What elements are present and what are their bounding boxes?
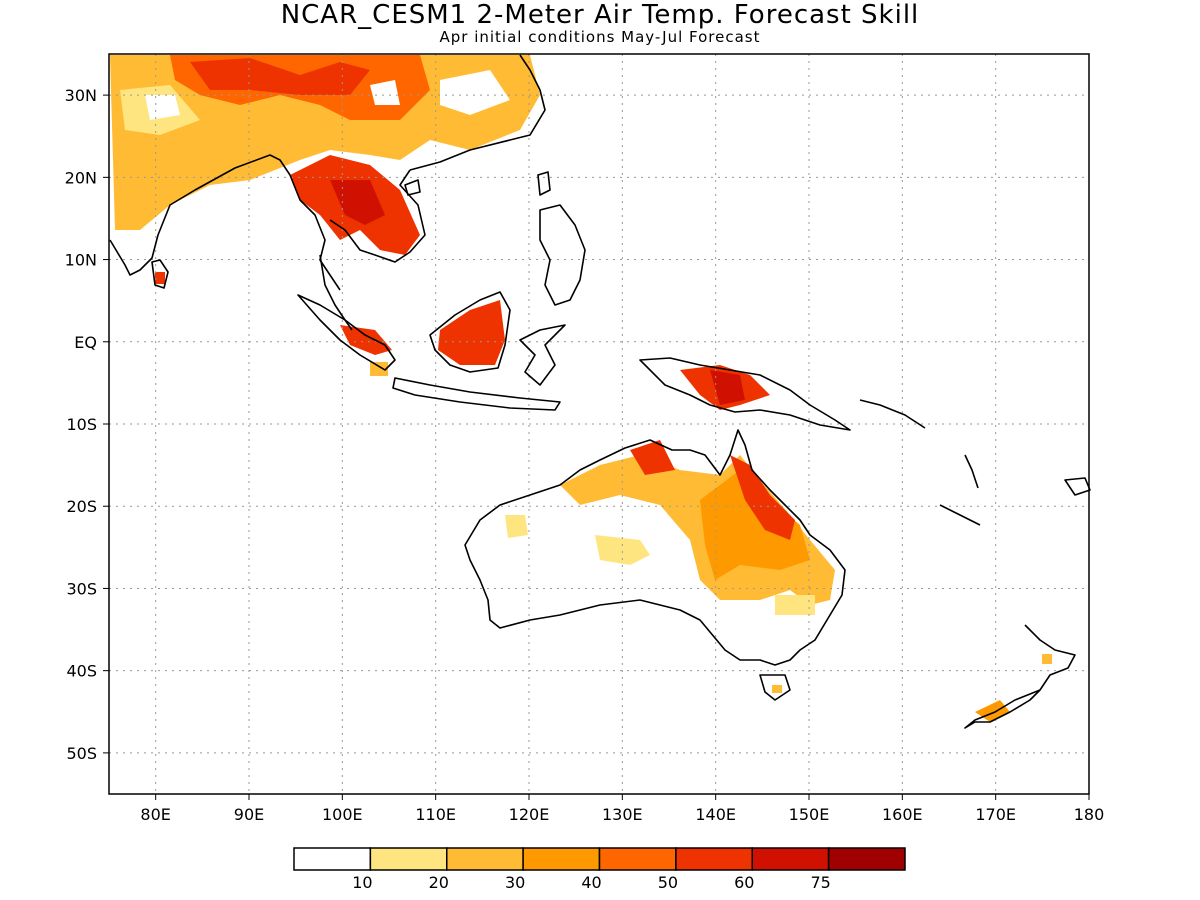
lat-tick-label: 40S xyxy=(66,662,97,681)
coastline-sumatra xyxy=(297,294,396,371)
legend-label: 30 xyxy=(505,873,525,892)
legend-swatch xyxy=(522,847,601,871)
legend-label: 20 xyxy=(429,873,449,892)
legend-swatch xyxy=(369,847,448,871)
coastlines xyxy=(109,54,1091,729)
skill-region-tasmania xyxy=(772,685,782,693)
legend-swatch xyxy=(446,847,524,871)
chart-title: NCAR_CESM1 2-Meter Air Temp. Forecast Sk… xyxy=(280,0,920,30)
lat-tick-label: 10N xyxy=(65,251,97,270)
legend-swatch xyxy=(675,847,753,871)
skill-region-indochina-core xyxy=(330,180,385,225)
lat-tick-label: 20N xyxy=(65,168,97,187)
skill-region-asia-white3 xyxy=(370,80,400,105)
skill-region-asia-white1 xyxy=(145,95,180,120)
coastline-australia xyxy=(464,429,846,666)
lon-tick-label: 140E xyxy=(695,805,736,824)
coastline-srilanka xyxy=(151,259,169,289)
chart-subtitle: Apr initial conditions May-Jul Forecast xyxy=(439,28,761,46)
skill-shading xyxy=(110,55,1052,722)
skill-region-srilanka xyxy=(155,272,165,284)
skill-region-sumatra xyxy=(340,325,392,355)
lon-tick-label: 100E xyxy=(322,805,363,824)
coastline-philippines xyxy=(539,204,586,306)
legend-label: 75 xyxy=(810,873,830,892)
lat-tick-label: 20S xyxy=(66,497,97,516)
coastline-tasmania xyxy=(759,674,791,701)
lat-tick-label: 30N xyxy=(65,86,97,105)
coastline-nz-north xyxy=(1024,624,1076,691)
coastline-nz-south xyxy=(964,689,1041,729)
skill-region-aus-hot xyxy=(730,455,795,540)
color-legend: 10 20 30 40 50 60 75 xyxy=(293,847,906,892)
lon-tick-label: 170E xyxy=(975,805,1016,824)
legend-swatch xyxy=(293,847,372,871)
lon-tick-label: 90E xyxy=(234,805,264,824)
legend-swatch xyxy=(827,847,906,871)
lon-tick-label: 120E xyxy=(509,805,550,824)
coastline-solomons xyxy=(859,399,926,429)
legend-swatch xyxy=(751,847,830,871)
legend-label: 10 xyxy=(352,873,372,892)
skill-region-aus-central xyxy=(595,535,650,565)
coastline-india xyxy=(109,154,291,276)
coastline-newguinea xyxy=(639,357,851,431)
skill-region-nz-north xyxy=(1042,654,1052,664)
lon-tick-label: 150E xyxy=(789,805,830,824)
lat-tick-label: 30S xyxy=(66,579,97,598)
skill-region-borneo xyxy=(438,300,505,365)
legend-swatch xyxy=(598,847,677,871)
lat-tick-label: 50S xyxy=(66,744,97,763)
skill-region-newguinea-core xyxy=(710,370,745,405)
latitude-ticks: 30N 20N 10N EQ 10S 20S 30S 40S 50S xyxy=(65,86,109,763)
skill-region-asia-white2 xyxy=(440,70,510,115)
coastline-java xyxy=(392,377,561,411)
lon-tick-label: 130E xyxy=(602,805,643,824)
longitude-ticks: 80E 90E 100E 110E 120E 130E 140E 150E 160E 170E 18… xyxy=(140,794,1104,824)
lon-tick-label: 80E xyxy=(140,805,170,824)
coastline-newcaledonia xyxy=(939,504,981,526)
coastline-borneo xyxy=(429,291,511,373)
skill-region-aus-ne xyxy=(700,470,810,580)
lon-tick-label: 160E xyxy=(882,805,923,824)
skill-region-aus-west xyxy=(505,515,528,538)
lat-tick-label: EQ xyxy=(74,333,97,352)
map-gridlines xyxy=(109,54,1089,794)
legend-label: 60 xyxy=(734,873,754,892)
coastline-china xyxy=(409,54,546,171)
lon-tick-label: 180 xyxy=(1074,805,1105,824)
legend-label: 40 xyxy=(581,873,601,892)
coastline-fiji xyxy=(1064,477,1091,496)
skill-region-asia-hot xyxy=(190,58,370,95)
coastline-malaya xyxy=(319,254,353,331)
coastline-vanuatu xyxy=(964,454,979,489)
legend-label: 50 xyxy=(658,873,678,892)
skill-region-java xyxy=(370,362,388,376)
lat-tick-label: 10S xyxy=(66,415,97,434)
coastline-sulawesi xyxy=(519,324,566,386)
coastline-taiwan xyxy=(537,171,551,196)
skill-region-aus-topend xyxy=(630,440,675,475)
skill-region-aus-se xyxy=(775,595,815,615)
coastline-hainan xyxy=(404,179,421,196)
lon-tick-label: 110E xyxy=(415,805,456,824)
